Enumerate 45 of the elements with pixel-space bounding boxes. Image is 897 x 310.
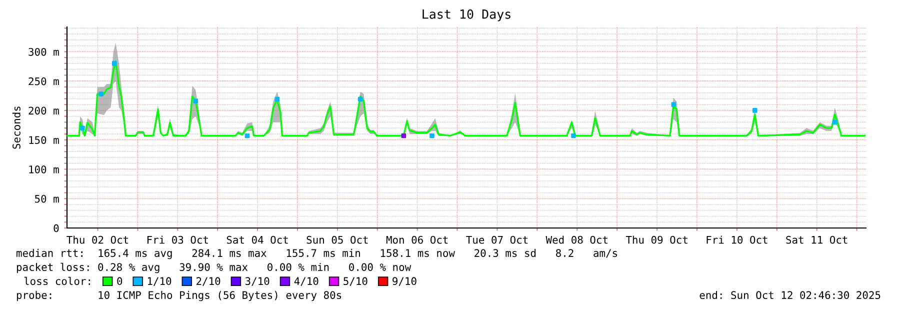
- x-tick-label: Fri 03 Oct: [147, 236, 208, 244]
- y-tick-label: 0: [54, 224, 59, 232]
- point: [401, 133, 406, 138]
- point: [98, 92, 104, 96]
- y-axis-title: Seconds: [12, 106, 20, 149]
- point: [832, 120, 838, 125]
- legend-label: 9/10: [392, 277, 416, 286]
- x-tick-label: Sat 04 Oct: [226, 236, 288, 244]
- legend-label: 4/10: [294, 277, 318, 286]
- point: [80, 126, 85, 130]
- point: [274, 96, 280, 102]
- x-tick-label: Sun 05 Oct: [306, 236, 368, 244]
- x-tick-label: Sat 11 Oct: [786, 236, 848, 244]
- legend-label: 1/10: [148, 277, 172, 286]
- point: [430, 133, 434, 138]
- legend-label: 3/10: [245, 277, 270, 286]
- point: [358, 96, 363, 102]
- x-tick-label: Tue 07 Oct: [466, 236, 528, 244]
- point: [752, 108, 758, 113]
- y-tick-label: 100 m: [29, 165, 59, 174]
- chart-title: Last 10 Days: [422, 9, 510, 22]
- x-tick-label: Fri 10 Oct: [706, 236, 768, 244]
- legend-title: loss color:: [24, 276, 90, 286]
- text: packet loss: 0.28 % avg 39.90 % max 0.00 % min 0.00 % now: [16, 262, 412, 274]
- x-tick-label: Mon 06 Oct: [386, 236, 448, 244]
- y-tick-label: 50 m: [35, 194, 59, 203]
- legend-label: 0: [117, 277, 122, 286]
- y-tick-label: 150 m: [29, 136, 59, 144]
- legend-label: 2/10: [196, 277, 220, 286]
- x-tick-label: Thu 09 Oct: [626, 236, 688, 244]
- x-tick-label: Thu 02 Oct: [66, 236, 128, 244]
- y-tick-label: 250 m: [28, 77, 59, 86]
- text: end: Sun Oct 12 02:46:30 2025: [700, 290, 880, 300]
- point: [571, 133, 576, 138]
- text: median rtt: 165.4 ms avg 284.1 ms max 155.7 ms min 158.1 ms now 20.3 ms sd 8.2 am/s: [16, 248, 618, 260]
- x-tick-label: Wed 08 Oct: [546, 236, 608, 244]
- point: [244, 133, 250, 138]
- point: [112, 61, 117, 66]
- y-tick-label: 200 m: [28, 106, 59, 115]
- point: [671, 102, 676, 107]
- text: probe: 10 ICMP Echo Pings (56 Bytes) every 80s: [16, 290, 342, 302]
- y-tick-label: 300 m: [28, 48, 59, 56]
- line-series: [67, 60, 866, 137]
- point: [193, 98, 198, 104]
- legend-label: 5/10: [344, 277, 368, 286]
